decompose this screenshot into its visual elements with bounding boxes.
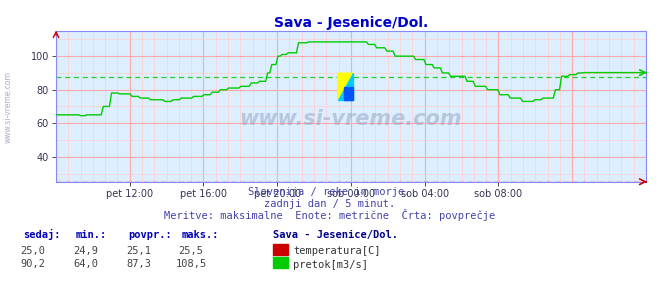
Text: 24,9: 24,9	[73, 246, 98, 256]
Text: zadnji dan / 5 minut.: zadnji dan / 5 minut.	[264, 199, 395, 209]
Text: www.si-vreme.com: www.si-vreme.com	[3, 71, 13, 143]
Text: temperatura[C]: temperatura[C]	[293, 246, 381, 256]
Polygon shape	[338, 73, 353, 100]
Text: Meritve: maksimalne  Enote: metrične  Črta: povprečje: Meritve: maksimalne Enote: metrične Črta…	[164, 209, 495, 221]
Text: Slovenija / reke in morje.: Slovenija / reke in morje.	[248, 187, 411, 197]
Text: 90,2: 90,2	[20, 259, 45, 269]
Text: www.si-vreme.com: www.si-vreme.com	[240, 109, 462, 129]
Title: Sava - Jesenice/Dol.: Sava - Jesenice/Dol.	[273, 16, 428, 30]
Text: sedaj:: sedaj:	[23, 229, 61, 240]
Text: Sava - Jesenice/Dol.: Sava - Jesenice/Dol.	[273, 230, 399, 240]
Text: min.:: min.:	[76, 230, 107, 240]
Text: povpr.:: povpr.:	[129, 230, 172, 240]
Text: 25,1: 25,1	[126, 246, 151, 256]
Polygon shape	[344, 87, 353, 100]
Text: maks.:: maks.:	[181, 230, 219, 240]
Text: 87,3: 87,3	[126, 259, 151, 269]
Text: pretok[m3/s]: pretok[m3/s]	[293, 259, 368, 270]
Text: 64,0: 64,0	[73, 259, 98, 269]
Text: 25,5: 25,5	[179, 246, 204, 256]
Polygon shape	[338, 73, 353, 100]
Text: 25,0: 25,0	[20, 246, 45, 256]
Text: 108,5: 108,5	[175, 259, 207, 269]
